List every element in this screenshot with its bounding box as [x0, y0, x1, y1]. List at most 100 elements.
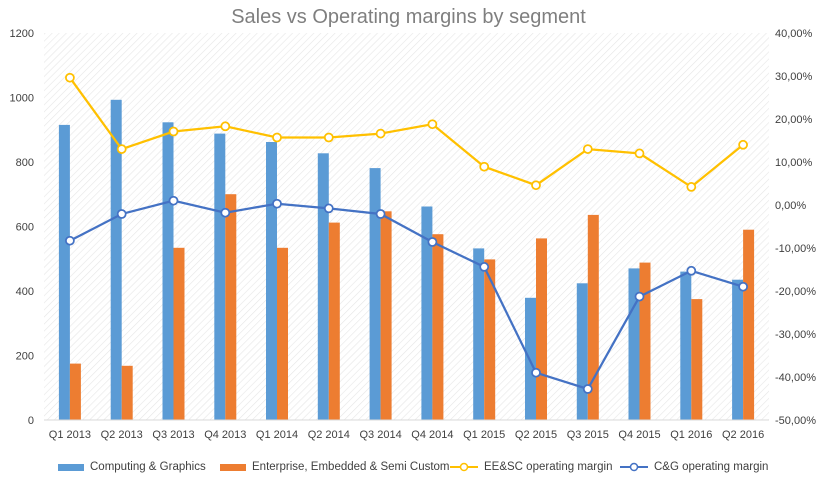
legend: Computing & Graphics Enterprise, Embedded… — [0, 457, 817, 477]
bar — [587, 214, 599, 420]
y-right-tick-label: -50,00% — [775, 415, 816, 427]
legend-label: Enterprise, Embedded & Semi Custom — [252, 461, 450, 473]
legend-label: Computing & Graphics — [90, 461, 206, 473]
line-point — [634, 148, 645, 159]
y-left-tick-label: 1200 — [10, 28, 34, 40]
bar — [484, 259, 496, 420]
x-tick-label: Q2 2015 — [515, 429, 557, 441]
bar — [639, 262, 651, 420]
line-point — [65, 72, 75, 83]
y-right-tick-label: -30,00% — [775, 329, 816, 341]
y-left-tick-label: 0 — [28, 415, 34, 427]
line-point — [168, 195, 179, 206]
line-point — [116, 144, 127, 154]
line-point — [427, 119, 438, 130]
line-point — [272, 132, 282, 143]
bar — [58, 124, 70, 421]
bar — [69, 363, 81, 420]
x-tick-label: Q1 2015 — [463, 429, 505, 441]
line-point — [375, 128, 386, 139]
bar — [110, 99, 122, 421]
legend-swatch — [58, 463, 84, 471]
y-left-tick-label: 600 — [16, 222, 34, 234]
x-tick-label: Q4 2014 — [411, 429, 453, 441]
x-tick-label: Q3 2013 — [152, 429, 194, 441]
bar — [421, 206, 433, 420]
bar — [369, 168, 381, 420]
x-tick-label: Q3 2015 — [567, 429, 609, 441]
bar — [162, 122, 174, 421]
line-point — [686, 265, 697, 276]
line-point — [479, 161, 490, 172]
line-point — [323, 132, 334, 143]
legend-swatch — [220, 463, 246, 471]
x-tick-label: Q2 2014 — [308, 429, 350, 441]
y-right-tick-label: 40,00% — [775, 28, 813, 40]
legend-item: Enterprise, Embedded & Semi Custom — [220, 457, 450, 477]
line-point — [116, 209, 127, 219]
bar — [380, 211, 392, 420]
bar — [214, 133, 226, 420]
y-left-tick-label: 400 — [16, 286, 34, 298]
line-point — [531, 367, 541, 378]
y-right-tick-label: 30,00% — [775, 71, 813, 83]
y-left-tick-label: 200 — [16, 351, 34, 363]
line-point — [220, 121, 231, 132]
legend-swatch — [450, 462, 478, 472]
line-point — [168, 126, 179, 137]
line-point — [65, 235, 75, 246]
y-left-tick-label: 1000 — [10, 93, 34, 105]
bar — [277, 247, 288, 420]
bar — [680, 271, 692, 420]
chart-title: Sales vs Operating margins by segment — [231, 6, 586, 28]
x-tick-label: Q4 2015 — [618, 429, 660, 441]
legend-item: EE&SC operating margin — [450, 457, 612, 477]
line-point — [375, 209, 386, 219]
x-tick-label: Q2 2016 — [722, 429, 764, 441]
line-point — [582, 144, 593, 154]
series-line — [69, 199, 744, 391]
line-point — [479, 262, 490, 272]
x-tick-label: Q1 2013 — [49, 429, 91, 441]
bar — [121, 365, 133, 420]
y-right-tick-label: 10,00% — [775, 157, 813, 169]
line-point — [738, 281, 748, 292]
bar — [732, 279, 744, 420]
lines-layer — [65, 72, 748, 394]
bar — [576, 283, 588, 420]
bar — [173, 247, 185, 420]
x-tick-label: Q3 2014 — [359, 429, 401, 441]
x-tick-label: Q4 2013 — [204, 429, 246, 441]
y-right-tick-label: -10,00% — [775, 243, 816, 255]
line-point — [323, 203, 334, 214]
y-right-tick-label: -20,00% — [775, 286, 816, 298]
x-tick-label: Q1 2014 — [256, 429, 298, 441]
line-point — [220, 207, 231, 218]
y-left-tick-label: 800 — [16, 157, 34, 169]
line-point — [634, 291, 645, 302]
legend-item: Computing & Graphics — [58, 457, 206, 477]
line-point — [686, 182, 697, 192]
legend-label: C&G operating margin — [654, 461, 769, 473]
bars-layer — [58, 99, 755, 421]
y-right-tick-label: -40,00% — [775, 372, 816, 384]
legend-label: EE&SC operating margin — [484, 461, 613, 473]
line-point — [582, 384, 593, 394]
series-line — [68, 77, 744, 189]
bar — [473, 248, 485, 420]
bar — [266, 142, 277, 420]
legend-item: C&G operating margin — [620, 457, 768, 477]
legend-swatch — [620, 462, 648, 472]
bar — [525, 297, 536, 420]
bar — [691, 299, 703, 420]
bar — [225, 194, 237, 420]
y-right-tick-label: 20,00% — [775, 114, 813, 126]
bar — [743, 229, 755, 420]
bar — [432, 234, 444, 420]
x-tick-label: Q1 2016 — [670, 429, 712, 441]
bar — [328, 222, 340, 420]
x-tick-label: Q2 2013 — [101, 429, 143, 441]
bar — [628, 268, 640, 420]
